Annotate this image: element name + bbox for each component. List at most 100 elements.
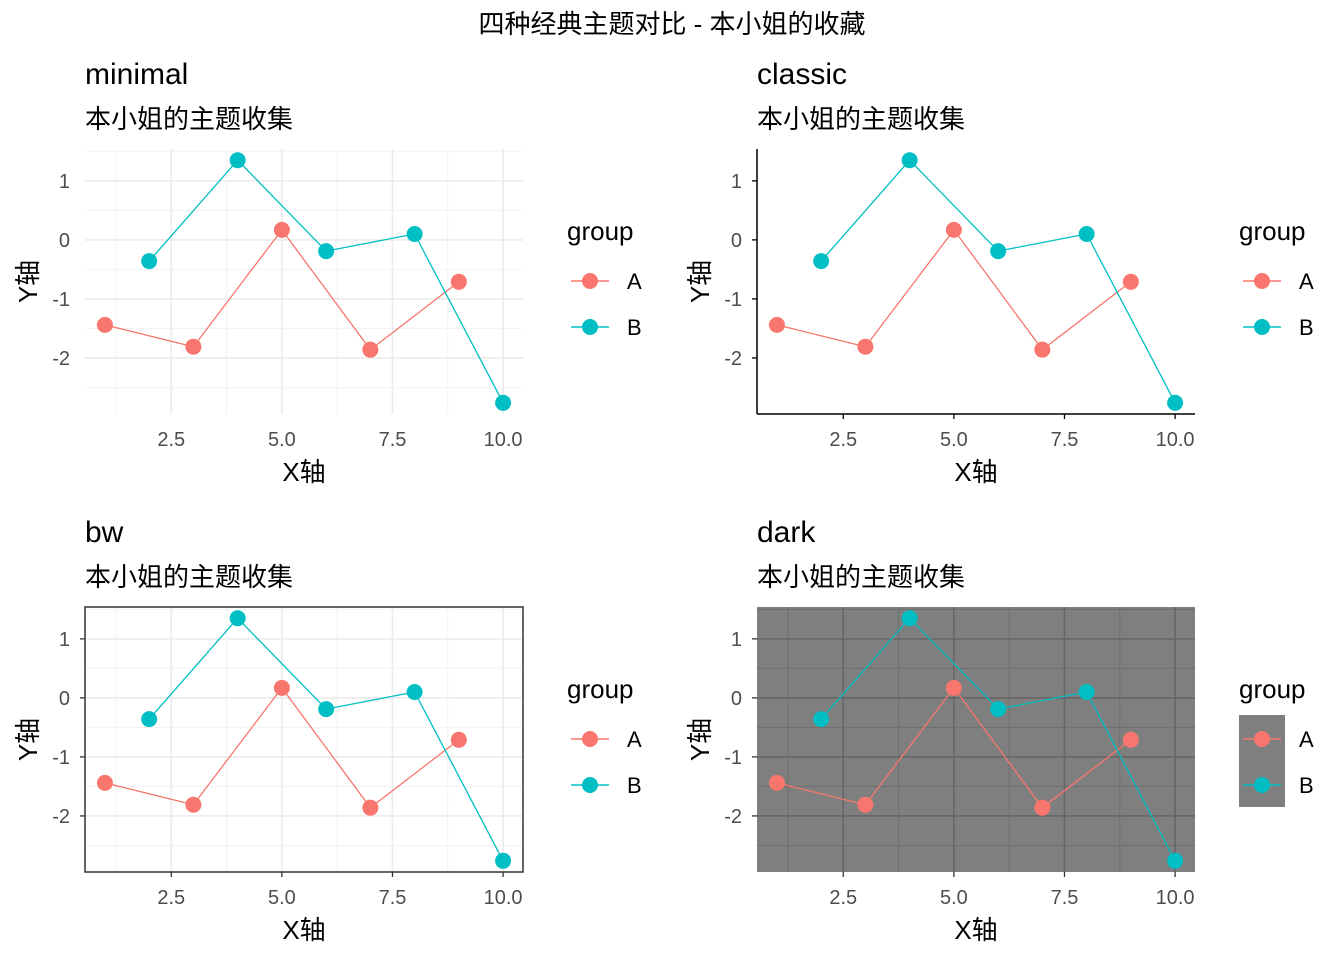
legend-label: A — [627, 269, 642, 294]
panel-title: minimal — [85, 58, 188, 91]
data-point-A — [450, 273, 467, 290]
x-tick-label: 10.0 — [484, 887, 523, 909]
legend-key-point — [1254, 777, 1270, 793]
x-axis-label: X轴 — [282, 915, 325, 945]
data-point-B — [406, 683, 423, 700]
data-point-B — [141, 711, 158, 728]
data-point-A — [1034, 341, 1051, 358]
data-point-B — [1078, 225, 1095, 242]
data-point-B — [990, 701, 1007, 718]
y-tick-label: 1 — [731, 629, 742, 651]
legend-key-background — [1239, 715, 1285, 807]
x-tick-label: 2.5 — [829, 429, 857, 451]
y-tick-label: 0 — [59, 688, 70, 710]
panel-minimal: minimal 本小姐的主题收集 2.5 5.0 7.5 10.0 -2 -1 0 1 X轴 Y轴 gr… — [13, 58, 642, 487]
x-tick-label: 7.5 — [379, 429, 407, 451]
x-tick-label: 7.5 — [1051, 887, 1079, 909]
legend-title: group — [567, 216, 634, 246]
legend-key-point — [582, 273, 598, 289]
x-tick-label: 2.5 — [829, 887, 857, 909]
data-point-A — [1122, 273, 1139, 290]
series-line-A — [776, 228, 1132, 351]
x-tick-label: 10.0 — [1156, 887, 1195, 909]
panel-subtitle: 本小姐的主题收集 — [85, 104, 293, 134]
legend: group AB — [567, 674, 642, 798]
y-axis-label: Y轴 — [685, 718, 715, 761]
data-point-B — [141, 253, 158, 270]
x-axis-label: X轴 — [282, 457, 325, 487]
x-tick-label: 5.0 — [268, 429, 296, 451]
data-point-B — [901, 610, 918, 627]
legend-title: group — [1239, 674, 1306, 704]
data-point-A — [1122, 731, 1139, 748]
data-point-B — [495, 852, 512, 869]
x-tick-label: 10.0 — [484, 429, 523, 451]
data-point-A — [1034, 799, 1051, 816]
data-point-B — [495, 394, 512, 411]
data-point-A — [185, 338, 202, 355]
panel-subtitle: 本小姐的主题收集 — [757, 562, 965, 592]
x-tick-label: 2.5 — [157, 429, 185, 451]
data-point-B — [813, 253, 830, 270]
y-tick-label: -2 — [52, 806, 70, 828]
data-point-B — [318, 243, 335, 260]
x-tick-label: 7.5 — [379, 887, 407, 909]
data-point-A — [768, 774, 785, 791]
legend-label: B — [1299, 773, 1314, 798]
legend-key-point — [582, 319, 598, 335]
data-point-B — [229, 610, 246, 627]
x-tick-label: 10.0 — [1156, 429, 1195, 451]
data-point-B — [1167, 852, 1184, 869]
data-point-B — [406, 225, 423, 242]
data-point-A — [362, 799, 379, 816]
panel-title: dark — [757, 516, 816, 549]
panel-subtitle: 本小姐的主题收集 — [85, 562, 293, 592]
legend: group AB — [567, 216, 642, 340]
series-line-B — [148, 159, 504, 404]
data-point-A — [96, 774, 113, 791]
series-line-B — [148, 617, 504, 862]
panel-title: bw — [85, 516, 124, 549]
y-tick-label: 0 — [731, 688, 742, 710]
panel-title: classic — [757, 58, 847, 91]
data-point-A — [945, 679, 962, 696]
data-point-B — [1167, 394, 1184, 411]
panel-dark: dark 本小姐的主题收集 2.5 5.0 7.5 10.0 -2 -1 0 1 X轴 Y轴 group… — [685, 516, 1314, 945]
y-axis-label: Y轴 — [13, 718, 43, 761]
y-tick-label: -2 — [724, 806, 742, 828]
y-axis-label: Y轴 — [685, 260, 715, 303]
panel-bw: bw 本小姐的主题收集 2.5 5.0 7.5 10.0 -2 -1 0 1 X轴 Y轴 group AB — [13, 516, 642, 945]
data-point-B — [1078, 683, 1095, 700]
data-point-A — [857, 796, 874, 813]
legend-key-point — [582, 777, 598, 793]
legend-key-point — [1254, 273, 1270, 289]
x-axis-label: X轴 — [954, 915, 997, 945]
panel-border — [84, 606, 524, 873]
x-axis-label: X轴 — [954, 457, 997, 487]
y-tick-label: 1 — [731, 171, 742, 193]
x-tick-label: 5.0 — [940, 429, 968, 451]
legend-label: A — [1299, 269, 1314, 294]
y-tick-label: -1 — [52, 747, 70, 769]
x-tick-label: 7.5 — [1051, 429, 1079, 451]
y-tick-label: -2 — [724, 348, 742, 370]
legend-key-point — [1254, 319, 1270, 335]
legend-label: A — [627, 727, 642, 752]
legend-key-point — [582, 731, 598, 747]
data-point-A — [768, 316, 785, 333]
x-tick-label: 2.5 — [157, 887, 185, 909]
legend: group AB — [1239, 674, 1314, 807]
legend-title: group — [1239, 216, 1306, 246]
data-point-B — [813, 711, 830, 728]
data-point-A — [362, 341, 379, 358]
y-axis-label: Y轴 — [13, 260, 43, 303]
figure-title: 四种经典主题对比 - 本小姐的收藏 — [478, 9, 865, 39]
x-tick-label: 5.0 — [268, 887, 296, 909]
data-point-B — [901, 152, 918, 169]
panel-background — [757, 607, 1195, 872]
data-point-A — [450, 731, 467, 748]
data-point-B — [990, 243, 1007, 260]
y-tick-label: -2 — [52, 348, 70, 370]
legend-label: B — [1299, 315, 1314, 340]
